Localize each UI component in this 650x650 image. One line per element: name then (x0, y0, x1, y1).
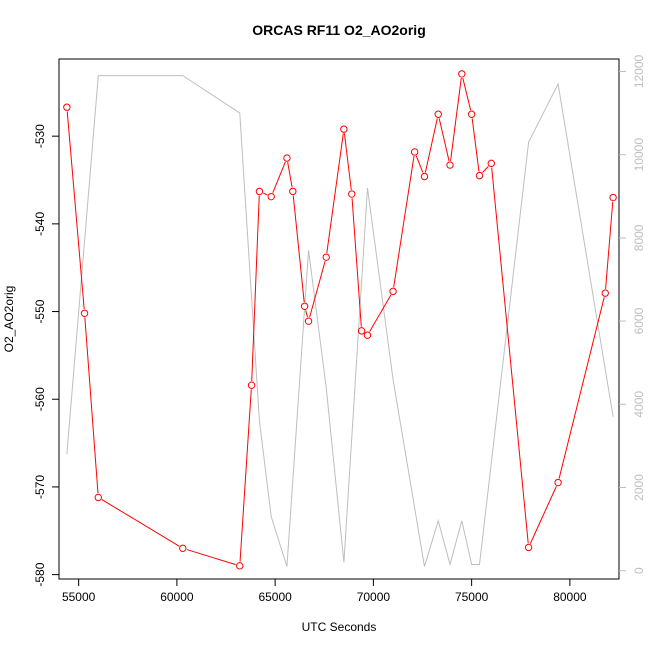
y2-tick-label: 8000 (632, 224, 646, 251)
data-point (410, 148, 419, 156)
y-tick-label: -570 (33, 475, 47, 499)
secondary-series-layer (66, 75, 614, 567)
x-axis: 55000 60000 65000 70000 75000 80000 (62, 579, 587, 604)
data-point (300, 302, 309, 310)
data-point (475, 171, 484, 180)
series-line-segment (292, 195, 305, 303)
y-axis-right: 0 2000 4000 6000 8000 10000 12000 (619, 54, 646, 574)
data-point (467, 110, 476, 118)
y-tick-label: -540 (33, 212, 47, 236)
data-point (524, 543, 533, 552)
primary-series-layer (63, 70, 617, 570)
series-line-segment (558, 297, 605, 479)
x-tick-label: 60000 (160, 590, 194, 604)
series-line-segment (529, 486, 557, 544)
data-point (289, 187, 297, 196)
y-axis-left: -580 -570 -560 -550 -540 -530 (33, 124, 59, 587)
series-line-segment (84, 317, 99, 494)
x-axis-label: UTC Seconds (302, 620, 377, 634)
data-point (420, 172, 429, 181)
data-point (94, 493, 102, 502)
data-point (348, 190, 356, 198)
data-point (304, 317, 313, 325)
y2-tick-label: 0 (632, 567, 646, 574)
series-line-segment (251, 195, 260, 382)
y-tick-label: -530 (33, 124, 47, 148)
x-tick-label: 55000 (62, 590, 96, 604)
chart-title: ORCAS RF11 O2_AO2orig (252, 22, 426, 38)
series-line-segment (438, 118, 450, 162)
series-line-segment (424, 118, 438, 173)
series-line-segment (263, 192, 268, 196)
series-line-segment (482, 166, 489, 173)
y-tick-label: -580 (33, 562, 47, 586)
data-point (487, 159, 495, 168)
data-point (340, 125, 348, 133)
data-point (322, 253, 330, 261)
series-line-segment (462, 77, 472, 111)
series-line-segment (471, 118, 480, 172)
data-point (255, 187, 264, 196)
series-line-segment (101, 499, 180, 547)
data-point (554, 478, 562, 487)
series-line-segment (305, 310, 308, 318)
series-line-segment (450, 78, 462, 162)
y2-tick-label: 10000 (632, 138, 646, 172)
data-point (609, 193, 617, 202)
data-point (363, 331, 372, 339)
series-line-segment (415, 155, 424, 173)
series-line-segment (309, 261, 326, 318)
y2-tick-label: 12000 (632, 54, 646, 88)
plot-area-frame (58, 58, 620, 580)
secondary-series-line (66, 75, 614, 567)
data-point (267, 192, 275, 201)
series-line-segment (605, 201, 614, 289)
y-tick-label: -560 (33, 387, 47, 411)
series-line-segment (393, 156, 415, 288)
y2-tick-label: 2000 (632, 474, 646, 501)
data-point (283, 154, 291, 162)
data-point (179, 544, 187, 553)
data-point (434, 110, 442, 118)
data-point (247, 381, 256, 389)
series-line-segment (491, 167, 529, 544)
data-point (63, 103, 71, 111)
x-tick-label: 80000 (553, 590, 587, 604)
series-line-segment (66, 111, 85, 310)
data-point (389, 287, 397, 296)
series-line-segment (351, 198, 362, 327)
x-tick-label: 70000 (357, 590, 391, 604)
y-tick-label: -550 (33, 299, 47, 323)
series-line-segment (326, 133, 344, 254)
series-line-segment (369, 294, 392, 332)
y2-tick-label: 6000 (632, 307, 646, 334)
series-line-segment (239, 389, 252, 562)
x-tick-label: 75000 (455, 590, 489, 604)
series-line-segment (186, 549, 236, 566)
series-line-segment (343, 133, 352, 190)
data-point (458, 70, 466, 78)
data-point (80, 309, 89, 318)
y2-tick-label: 4000 (632, 391, 646, 418)
y-axis-label: O2_AO2orig (2, 286, 16, 353)
x-tick-label: 65000 (258, 590, 292, 604)
data-point (601, 289, 609, 297)
series-line-segment (287, 162, 293, 188)
series-line-segment (272, 161, 286, 193)
data-point (236, 562, 244, 570)
data-point (446, 161, 454, 169)
data-point (357, 327, 366, 335)
